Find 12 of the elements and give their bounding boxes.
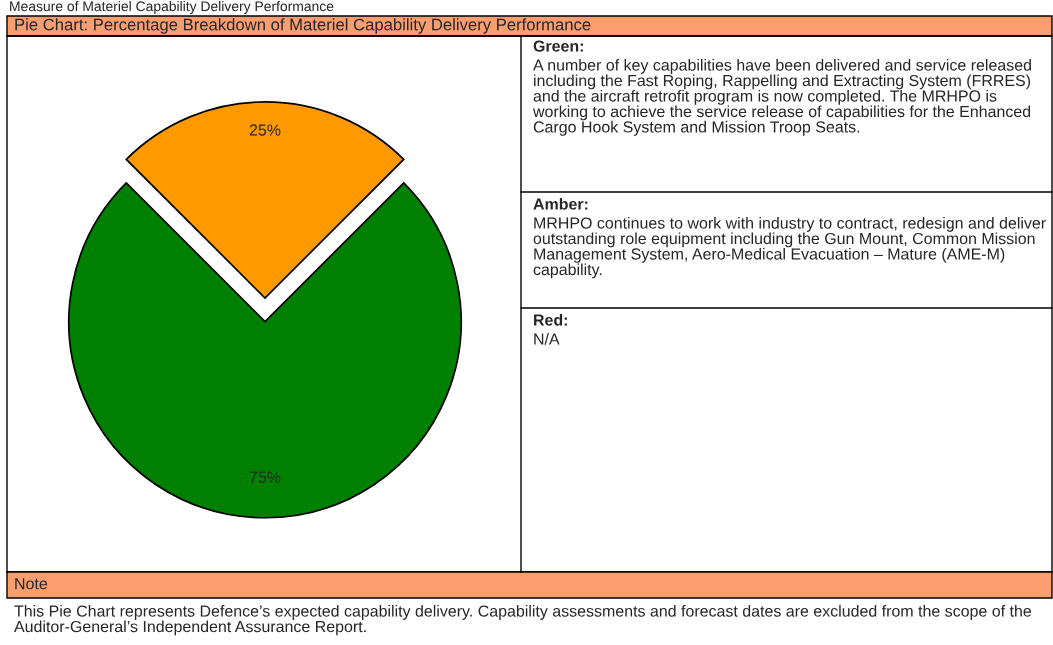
text: A number of key capabilities have been delivered and service released including the Fast Roping, Rappelling and Extracting System (FRRES) and the aircraft retrofit program is now completed. The MRHPO is working to achieve the service release of capabilities for the Enhanced Cargo Hook System and Mission Troop Seats. bbox=[532, 59, 1031, 136]
text: Note bbox=[15, 578, 48, 590]
text: N/A bbox=[534, 333, 560, 345]
text: Amber: bbox=[533, 198, 588, 210]
text: Red: bbox=[534, 314, 567, 326]
text: Green: bbox=[533, 40, 583, 52]
text: This Pie Chart represents Defence’s expected capability delivery. Capability assessments and forecast dates are excluded from the scope of the Auditor-General’s Independent Assurance Report. bbox=[14, 605, 1032, 636]
data-label: 25% bbox=[249, 124, 281, 136]
data-label: 75% bbox=[249, 471, 281, 483]
text: Measure of Materiel Capability Delivery Performance bbox=[10, 1, 334, 14]
chart-title: Pie Chart: Percentage Breakdown of Materiel Capability Delivery Performance bbox=[15, 18, 591, 34]
text: MRHPO continues to work with industry to contract, redesign and deliver outstanding role equipment including the Gun Mount, Common Mission Management System, Aero-Medical Evacuation – Mature (AME-M) capability. bbox=[533, 217, 1046, 279]
